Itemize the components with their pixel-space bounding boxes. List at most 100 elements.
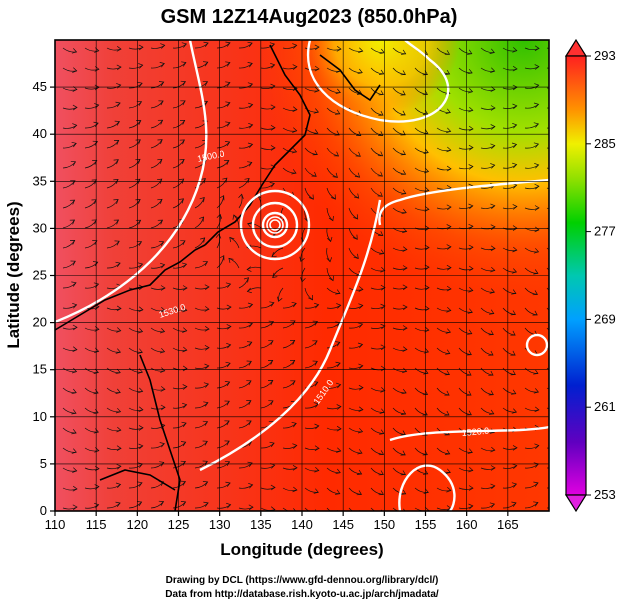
streamline-arrow <box>512 246 518 253</box>
colorbar: 293 285 277 269 261 253 <box>564 38 616 513</box>
streamline-arrow <box>69 199 76 205</box>
streamline-arrow <box>225 481 231 487</box>
streamline-arrow <box>277 296 283 302</box>
streamline-arrow <box>333 151 340 157</box>
streamline-arrow <box>354 172 361 178</box>
streamline-arrow <box>224 381 231 387</box>
colorbar-tick-label: 277 <box>594 224 616 239</box>
streamline-arrow <box>533 122 540 128</box>
streamline <box>370 507 376 511</box>
streamline-arrow <box>446 487 452 493</box>
streamline-arrow <box>467 329 473 335</box>
colorbar-tick-label: 269 <box>594 311 616 326</box>
streamline-arrow <box>358 286 364 292</box>
streamline-arrow <box>247 341 253 347</box>
streamline-arrow <box>226 324 232 330</box>
streamline-arrow <box>246 360 252 366</box>
streamline-arrow <box>379 249 385 255</box>
streamline-arrow <box>357 449 363 455</box>
streamline-arrow <box>270 506 276 511</box>
streamline-arrow <box>467 88 474 94</box>
streamline-arrow <box>490 86 496 92</box>
streamline-arrow <box>92 140 98 146</box>
streamline-arrow <box>137 348 143 354</box>
streamline-arrow <box>290 380 296 386</box>
streamline-arrow <box>444 390 450 396</box>
streamline-arrow <box>160 386 166 392</box>
streamline-arrow <box>511 289 517 295</box>
colorbar-bottom-arrow <box>564 494 588 513</box>
streamline-arrow <box>248 482 254 489</box>
streamline-arrow <box>116 64 122 71</box>
streamline-arrow <box>378 450 385 456</box>
streamline-arrow <box>226 304 232 311</box>
streamline-arrow <box>468 485 474 491</box>
streamline <box>546 267 549 271</box>
streamline-arrow <box>402 265 408 271</box>
streamline-arrow <box>314 65 320 72</box>
streamline-arrow <box>445 349 451 355</box>
streamline-arrow <box>511 482 518 488</box>
x-tick-label: 125 <box>168 517 190 532</box>
streamline-arrow <box>313 402 320 408</box>
streamline-arrow <box>92 160 98 165</box>
streamline-arrow <box>137 262 144 268</box>
streamline-arrow <box>69 240 76 245</box>
streamline-arrow <box>446 307 452 313</box>
credit-line-2: Data from http://database.rish.kyoto-u.a… <box>165 589 439 600</box>
streamline-arrow <box>137 327 144 334</box>
streamline <box>546 327 549 331</box>
streamline-arrow <box>335 341 341 347</box>
streamline-arrow <box>200 237 206 243</box>
streamline-arrow <box>380 365 386 372</box>
contour-label: 1520.0 <box>461 426 489 438</box>
streamline-arrow <box>246 400 252 406</box>
streamline-arrow <box>182 306 188 313</box>
colorbar-bar <box>565 55 587 496</box>
streamline-arrow <box>556 424 560 429</box>
streamline-arrow <box>204 306 210 312</box>
streamline-arrow <box>377 151 384 157</box>
streamline-arrow <box>160 43 166 49</box>
streamline-arrow <box>358 406 364 413</box>
streamline-arrow <box>138 63 144 69</box>
streamline-arrow <box>402 325 408 331</box>
streamline <box>546 347 549 351</box>
streamline-arrow <box>511 501 517 507</box>
streamline-arrow <box>290 320 296 326</box>
x-tick-label: 130 <box>209 517 231 532</box>
streamline-arrow <box>203 401 209 407</box>
streamline-arrow <box>116 46 122 52</box>
streamline-arrow <box>534 443 540 449</box>
streamline-arrow <box>488 390 494 396</box>
streamline-arrow <box>424 187 430 193</box>
streamline-arrow <box>181 61 187 67</box>
streamline-arrow <box>400 70 406 76</box>
streamline-arrow <box>555 482 560 487</box>
streamline-arrow <box>202 260 209 266</box>
streamline <box>326 507 331 511</box>
streamline-arrow <box>203 382 210 388</box>
streamline-arrow <box>466 350 472 356</box>
streamline-arrow <box>466 410 472 416</box>
streamline-arrow <box>468 265 474 272</box>
plot-area: 1530.0 1500.0 1520.0 1510.0 <box>55 40 561 511</box>
streamline-arrow <box>377 171 383 177</box>
streamline-arrow <box>180 460 186 466</box>
streamline-arrow <box>488 350 494 356</box>
streamline-arrow <box>113 159 119 165</box>
streamline-arrow <box>136 120 142 125</box>
streamline-arrow <box>269 42 276 48</box>
streamline-arrow <box>511 268 518 274</box>
streamline-arrow <box>268 320 274 326</box>
streamline-arrow <box>555 270 560 275</box>
streamline-arrow <box>115 388 121 394</box>
streamline-arrow <box>247 102 254 109</box>
streamline-arrow <box>219 255 225 261</box>
streamline-arrow <box>556 123 561 128</box>
streamline-arrow <box>402 284 408 291</box>
y-tick-label: 45 <box>33 79 47 94</box>
streamline-arrow <box>511 408 518 414</box>
streamline-arrow <box>555 311 560 315</box>
streamline-arrow <box>138 306 144 313</box>
